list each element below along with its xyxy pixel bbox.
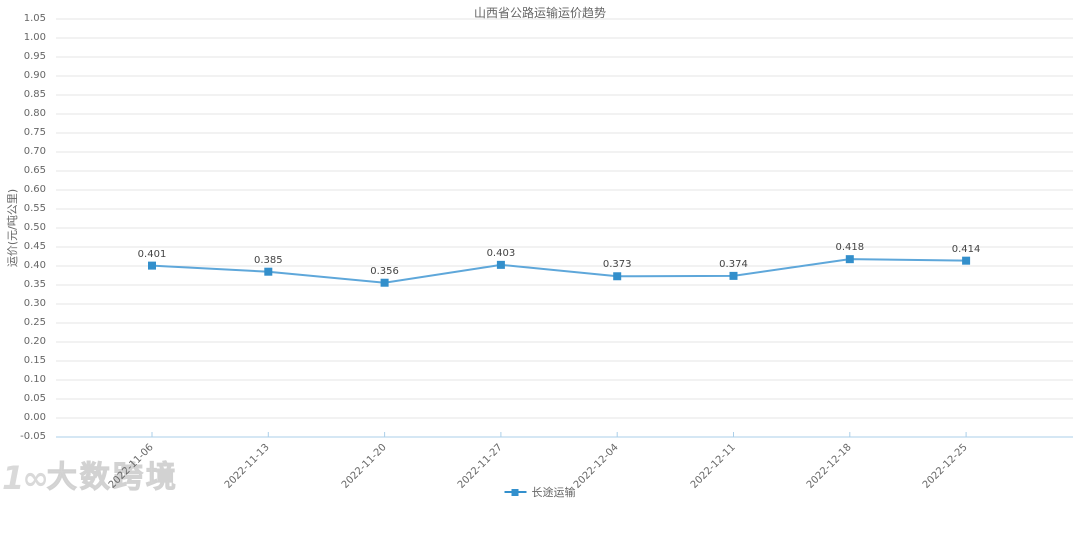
data-point-label: 0.414 bbox=[951, 243, 981, 255]
data-point-marker[interactable] bbox=[496, 260, 505, 269]
data-point-label: 0.401 bbox=[137, 248, 167, 260]
data-point-label: 0.385 bbox=[253, 254, 283, 266]
data-point-label: 0.403 bbox=[486, 247, 516, 259]
data-point-label: 0.373 bbox=[602, 259, 632, 271]
data-point-marker[interactable] bbox=[148, 261, 156, 270]
data-point-marker[interactable] bbox=[729, 271, 738, 280]
y-tick-label: 0.10 bbox=[23, 374, 46, 385]
y-tick-label: 0.05 bbox=[23, 393, 46, 404]
y-tick-label: 0.45 bbox=[23, 241, 46, 252]
watermark-logo-icon: 1∞ bbox=[2, 459, 49, 497]
data-point-label: 0.374 bbox=[719, 258, 748, 270]
watermark-brand-text: 大数跨境 bbox=[46, 460, 179, 496]
chart-canvas: 山西省公路运输运价趋势 运价(元/吨公里) 1.05 1.00 0.95 0.90 0.… bbox=[0, 0, 1080, 504]
y-tick-label: 0.80 bbox=[23, 108, 46, 119]
y-tick-label: 0.95 bbox=[23, 51, 46, 62]
watermark: 1∞ 大数跨境 bbox=[2, 458, 179, 498]
data-point-marker[interactable] bbox=[380, 278, 389, 287]
y-tick-label: 0.70 bbox=[23, 146, 46, 157]
y-tick-label: 0.25 bbox=[23, 317, 46, 328]
series-line[interactable] bbox=[151, 258, 967, 284]
chart-title: 山西省公路运输运价趋势 bbox=[473, 6, 606, 20]
legend-item-changtu[interactable]: 长途运输 bbox=[504, 484, 576, 500]
y-tick-label: 1.00 bbox=[23, 32, 46, 43]
data-point-marker[interactable] bbox=[264, 267, 273, 276]
y-tick-label: 0.65 bbox=[23, 165, 46, 176]
y-tick-label: 0.90 bbox=[23, 70, 46, 81]
data-point-label: 0.418 bbox=[835, 242, 865, 254]
y-tick-label: 0.75 bbox=[23, 127, 46, 138]
y-tick-label: 0.35 bbox=[23, 279, 46, 290]
legend-series-label: 长途运输 bbox=[531, 486, 576, 499]
y-tick-label: 0.60 bbox=[23, 184, 46, 195]
legend-line-marker-icon bbox=[504, 488, 527, 497]
y-tick-label: 0.15 bbox=[23, 355, 46, 366]
y-tick-label: 0.20 bbox=[23, 336, 46, 347]
y-tick-label: 1.05 bbox=[23, 13, 46, 24]
y-tick-label: 0.00 bbox=[23, 412, 46, 423]
plot-area[interactable] bbox=[0, 0, 1080, 504]
y-tick-label: -0.05 bbox=[20, 431, 46, 442]
y-tick-label: 0.40 bbox=[23, 260, 46, 271]
y-tick-label: 0.50 bbox=[23, 222, 46, 233]
data-point-marker[interactable] bbox=[845, 255, 854, 264]
data-point-marker[interactable] bbox=[962, 256, 971, 265]
data-point-label: 0.356 bbox=[370, 265, 399, 277]
y-tick-label: 0.55 bbox=[23, 203, 46, 214]
y-tick-label: 0.85 bbox=[23, 89, 46, 100]
y-tick-label: 0.30 bbox=[23, 298, 46, 309]
data-point-marker[interactable] bbox=[613, 272, 622, 281]
